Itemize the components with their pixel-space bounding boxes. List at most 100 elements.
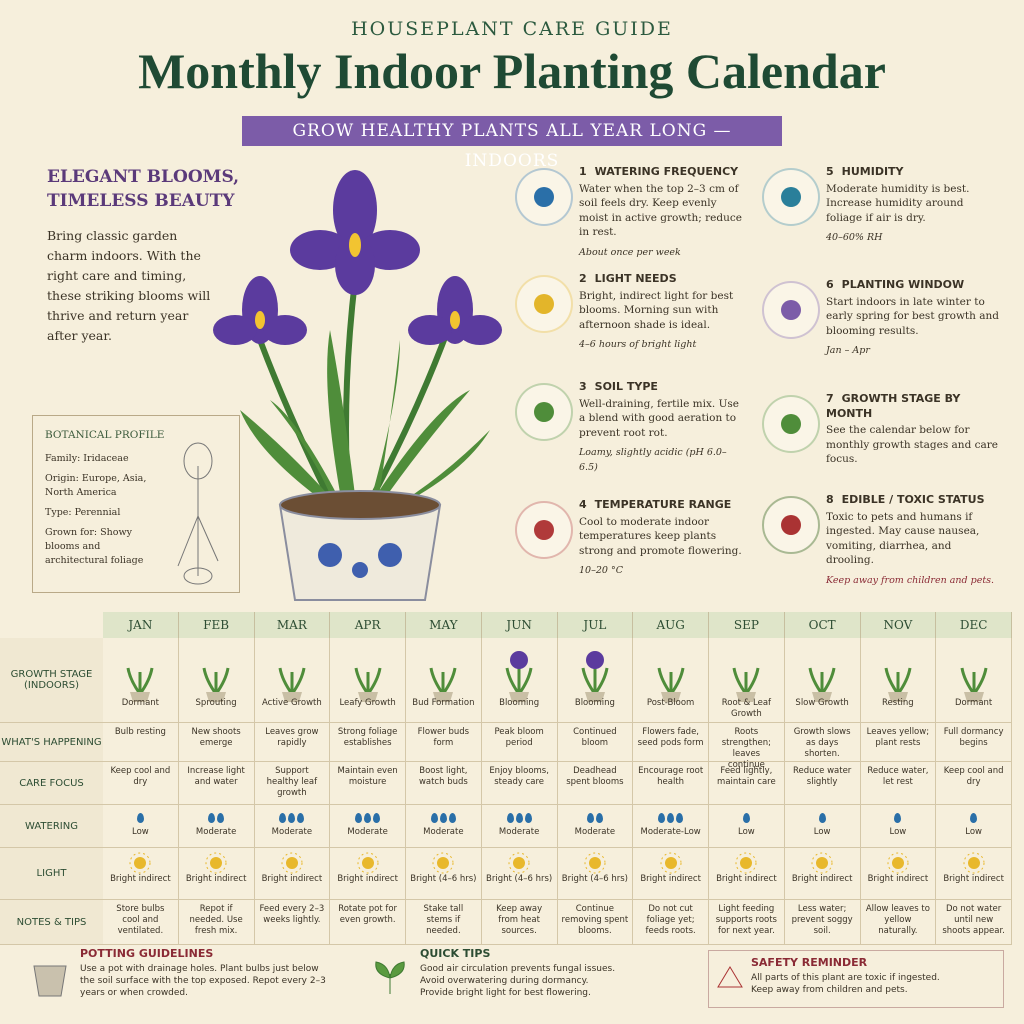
calendar-cell: Dormant <box>936 638 1012 723</box>
banner: GROW HEALTHY PLANTS ALL YEAR LONG — INDO… <box>242 116 782 171</box>
calendar-cell: Bright indirect <box>178 848 255 900</box>
care-number: 2 <box>579 272 587 285</box>
cell-text: Resting <box>882 698 914 708</box>
calendar-cell: Reduce water, let rest <box>860 762 937 805</box>
care-text: Moderate humidity is best. Increase humi… <box>826 182 970 224</box>
calendar-cell: Enjoy blooms, steady care <box>481 762 558 805</box>
cell-text: Bud Formation <box>412 698 475 708</box>
cell-text: Leaves grow rapidly <box>265 727 319 748</box>
care-title-text: GROWTH STAGE BY MONTH <box>826 392 961 420</box>
care-icon-dot <box>781 414 801 434</box>
care-title: 2 LIGHT NEEDS <box>579 272 744 287</box>
calendar-cell: Moderate <box>406 805 482 848</box>
care-title: 5 HUMIDITY <box>826 165 1001 180</box>
calendar-cell: Strong foliage establishes <box>330 723 406 762</box>
cell-text: Feed lightly, maintain care <box>717 766 776 787</box>
calendar-cell: Low <box>103 805 179 848</box>
care-title: 8 EDIBLE / TOXIC STATUS <box>826 493 1001 508</box>
sun-icon <box>508 852 530 874</box>
tip: Good air circulation prevents fungal iss… <box>420 964 616 974</box>
calendar-cell: Flowers fade, seed pods form <box>633 723 709 762</box>
cell-text: Bright indirect <box>943 874 1004 884</box>
calendar-cell: Continued bloom <box>557 723 634 762</box>
month-header: JAN <box>103 612 179 638</box>
calendar-cell: Flower buds form <box>406 723 482 762</box>
care-icon <box>515 383 573 441</box>
tip: Avoid overwatering during dormancy. <box>420 976 589 986</box>
calendar-cell: Stake tall stems if needed. <box>406 900 482 945</box>
calendar-cell: Feed every 2–3 weeks lightly. <box>254 900 331 945</box>
calendar-cell: Increase light and water <box>178 762 255 805</box>
cell-text: Moderate-Low <box>640 827 701 837</box>
sun-icon <box>963 852 985 874</box>
cell-text: Moderate <box>423 827 464 837</box>
row-label: WHAT'S HAPPENING <box>0 723 103 762</box>
care-note: Jan – Apr <box>826 345 870 356</box>
stage-icon <box>581 651 609 702</box>
calendar-cell: Blooming <box>557 638 634 723</box>
month-header: APR <box>330 612 406 638</box>
profile-item: Type: Perennial <box>45 507 121 518</box>
calendar-cell: Do not cut foliage yet; feeds roots. <box>633 900 709 945</box>
calendar-cell: Low <box>936 805 1012 848</box>
cell-text: Bright indirect <box>110 874 171 884</box>
care-number: 4 <box>579 498 587 511</box>
cell-text: Dormant <box>954 698 993 708</box>
drop-icons <box>562 811 629 827</box>
month-header: MAR <box>254 612 331 638</box>
cell-text: Bright indirect <box>867 874 929 884</box>
stage-icon <box>278 667 306 702</box>
cell-text: Bulb resting <box>114 727 166 737</box>
cell-text: Bright indirect <box>261 874 323 884</box>
cell-text: Allow leaves to yellow naturally. <box>865 904 930 936</box>
care-icon-dot <box>534 402 554 422</box>
care-icon <box>762 281 820 339</box>
intro-heading: ELEGANT BLOOMS, TIMELESS BEAUTY <box>47 167 240 211</box>
calendar-cell: Moderate <box>330 805 406 848</box>
care-title-text: SOIL TYPE <box>594 380 658 393</box>
calendar-cell: Roots strengthen; leaves continue <box>709 723 785 770</box>
cell-text: Maintain even moisture <box>337 766 398 787</box>
cell-text: Bright indirect <box>791 874 853 884</box>
calendar-cell: Rotate pot for even growth. <box>330 900 406 945</box>
calendar-cell: Encourage root health <box>633 762 709 805</box>
calendar-cell: Bright (4–6 hrs) <box>557 848 634 900</box>
care-number: 6 <box>826 278 834 291</box>
calendar-cell: Bright indirect <box>330 848 406 900</box>
calendar-cell: Continue removing spent blooms. <box>557 900 634 945</box>
cell-text: Blooming <box>499 698 540 708</box>
care-text: See the calendar below for monthly growt… <box>826 424 999 465</box>
month-header: DEC <box>936 612 1012 638</box>
cell-text: Repot if needed. Use fresh mix. <box>189 904 243 936</box>
calendar-cell: Light feeding supports roots for next ye… <box>709 900 785 945</box>
row-label: LIGHT <box>0 848 103 900</box>
calendar-cell: Low <box>709 805 785 848</box>
cell-text: Leaves yellow; plant rests <box>866 727 930 748</box>
cell-text: Low <box>813 827 831 837</box>
calendar-cell: Keep away from heat sources. <box>481 900 558 945</box>
calendar-cell: Slow Growth <box>784 638 861 723</box>
care-icon <box>762 496 820 554</box>
drop-icons <box>107 811 174 827</box>
cell-text: Moderate <box>574 827 616 837</box>
calendar-cell: Keep cool and dry <box>936 762 1012 805</box>
cell-text: Encourage root health <box>638 766 704 787</box>
sun-icon <box>584 852 606 874</box>
care-number: 5 <box>826 165 834 178</box>
care-text: Well-draining, fertile mix. Use a blend … <box>579 397 740 439</box>
cell-text: Rotate pot for even growth. <box>338 904 398 925</box>
drop-icons <box>486 811 553 827</box>
cell-text: Low <box>965 827 982 837</box>
cell-text: Roots strengthen; leaves continue <box>721 727 772 770</box>
cell-text: Bright indirect <box>337 874 398 884</box>
profile-items: Family: Iridaceae Origin: Europe, Asia, N… <box>45 452 227 568</box>
care-number: 7 <box>826 392 834 405</box>
cell-text: Full dormancy begins <box>943 727 1004 748</box>
calendar-cell: Store bulbs cool and ventilated. <box>103 900 179 945</box>
care-note: 4–6 hours of bright light <box>579 339 697 350</box>
sun-icon <box>205 852 227 874</box>
calendar-cell: Reduce water slightly <box>784 762 861 805</box>
care-title: 7 GROWTH STAGE BY MONTH <box>826 392 1001 421</box>
care-item: 5 HUMIDITY Moderate humidity is best. Incr… <box>826 165 1001 246</box>
drop-icons <box>334 811 401 827</box>
